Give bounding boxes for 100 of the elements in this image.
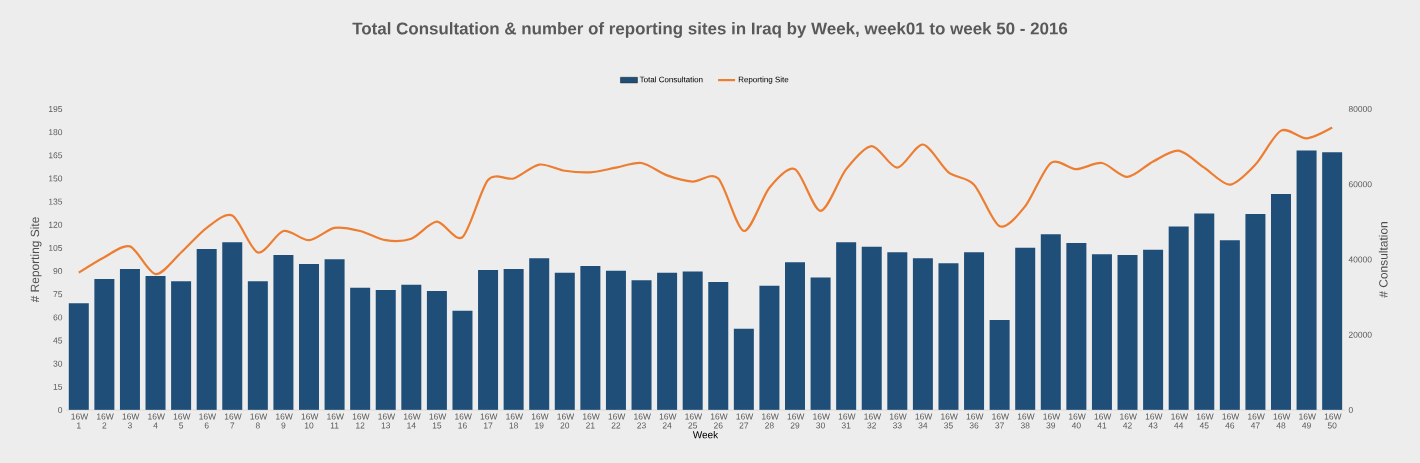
bar <box>1168 226 1189 410</box>
y-tick-label: 180 <box>48 129 63 136</box>
y-tick-label: 90 <box>53 268 63 275</box>
x-tick-label: 16W 16 <box>455 413 472 429</box>
bar <box>324 259 345 410</box>
bar <box>119 268 140 410</box>
bar <box>1219 240 1240 410</box>
bar <box>682 271 703 410</box>
y-tick-label: 60 <box>53 314 63 321</box>
x-tick-label: 16W 23 <box>634 413 651 429</box>
bar <box>401 284 422 410</box>
x-tick-label: 16W 41 <box>1094 413 1112 429</box>
bar <box>529 258 550 410</box>
bar <box>631 280 652 410</box>
y-tick-label: 45 <box>53 337 63 344</box>
x-tick-label: 16W 29 <box>787 413 805 429</box>
x-tick-label: 16W 14 <box>403 413 421 429</box>
bar <box>171 281 192 410</box>
bar <box>350 287 371 410</box>
x-tick-label: 16W 40 <box>1069 413 1086 429</box>
y2-tick-label: 80000 <box>1348 106 1372 112</box>
bar <box>912 258 933 410</box>
bar <box>657 272 678 410</box>
x-tick-label: 16W 24 <box>659 413 677 429</box>
bar <box>503 268 524 410</box>
y-tick-label: 195 <box>48 106 63 112</box>
bar <box>733 328 754 410</box>
bar <box>938 263 959 410</box>
x-tick-label: 16W 13 <box>378 413 396 429</box>
x-tick-label: 16W 18 <box>506 413 524 429</box>
x-tick-label: 16W 47 <box>1248 413 1265 429</box>
x-tick-label: 16W 49 <box>1299 413 1316 429</box>
bar <box>452 310 473 410</box>
bar <box>375 289 396 410</box>
x-tick-label: 16W 15 <box>429 413 447 429</box>
x-tick-label: 16W 17 <box>480 413 498 429</box>
bar <box>759 285 780 410</box>
x-tick-label: 16W 35 <box>941 413 958 429</box>
y2-tick-label: 20000 <box>1348 331 1372 338</box>
y2-tick-label: 60000 <box>1348 181 1372 188</box>
x-tick-label: 16W 21 <box>583 413 600 429</box>
bar <box>478 270 499 410</box>
x-tick-label: 16W 9 <box>276 413 293 429</box>
x-tick-label: 16W 39 <box>1043 413 1061 429</box>
bar <box>1271 194 1291 410</box>
x-tick-label: 16W 2 <box>97 413 114 429</box>
bar <box>1296 150 1317 410</box>
x-tick-label: 16W 27 <box>736 413 754 429</box>
y-tick-label: 30 <box>53 360 63 367</box>
bar <box>273 254 294 410</box>
x-tick-label: 16W 42 <box>1120 413 1137 429</box>
x-tick-label: 16W 8 <box>250 413 268 429</box>
bar <box>1194 213 1215 410</box>
bar <box>887 252 908 410</box>
bar <box>605 270 626 410</box>
bar <box>1066 242 1087 410</box>
x-tick-label: 16W 5 <box>173 413 191 429</box>
bar <box>94 279 115 410</box>
x-axis-title: Week <box>692 431 719 439</box>
bar <box>785 262 805 410</box>
bar <box>299 264 319 410</box>
x-tick-label: 16W 1 <box>71 413 89 429</box>
bar <box>580 265 601 410</box>
x-tick-label: 16W 38 <box>1017 413 1035 429</box>
x-tick-label: 16W 34 <box>915 413 933 429</box>
x-tick-label: 16W 50 <box>1324 413 1342 429</box>
x-tick-label: 16W 45 <box>1196 413 1214 429</box>
x-tick-label: 16W 37 <box>992 413 1010 429</box>
x-tick-label: 16W 32 <box>864 413 882 429</box>
bar <box>1245 213 1266 410</box>
chart-title: Total Consultation & number of reporting sites in Iraq by Week, week01 to week 50 - 2016 <box>352 22 1068 38</box>
x-tick-label: 16W 46 <box>1222 413 1240 429</box>
bar <box>1015 247 1036 410</box>
y-tick-label: 75 <box>53 291 63 298</box>
y-tick-label: 135 <box>48 198 63 205</box>
x-tick-label: 16W 20 <box>557 413 575 429</box>
bar <box>964 252 985 410</box>
bar <box>1091 254 1112 410</box>
bar <box>196 248 217 410</box>
y2-axis-title: # Consultation <box>1378 222 1388 298</box>
x-tick-label: 16W 36 <box>966 413 984 429</box>
x-tick-label: 16W 11 <box>327 413 344 429</box>
x-tick-label: 16W 31 <box>838 413 856 429</box>
bar <box>247 281 268 410</box>
bar <box>810 277 831 410</box>
bar <box>1040 234 1061 410</box>
bar <box>836 242 857 410</box>
y-axis-title: # Reporting Site <box>30 217 42 303</box>
y-tick-label: 120 <box>48 221 63 228</box>
bar <box>989 320 1010 410</box>
x-tick-label: 16W 7 <box>224 413 242 429</box>
y-tick-label: 165 <box>48 152 63 159</box>
x-tick-label: 16W 22 <box>608 413 626 429</box>
x-tick-label: 16W 30 <box>813 413 830 429</box>
x-tick-label: 16W 6 <box>199 413 217 429</box>
x-tick-label: 16W 4 <box>148 413 165 429</box>
x-tick-label: 16W 12 <box>352 413 370 429</box>
bar <box>1322 152 1343 410</box>
x-tick-label: 16W 48 <box>1273 413 1291 429</box>
line-series <box>77 126 1334 276</box>
